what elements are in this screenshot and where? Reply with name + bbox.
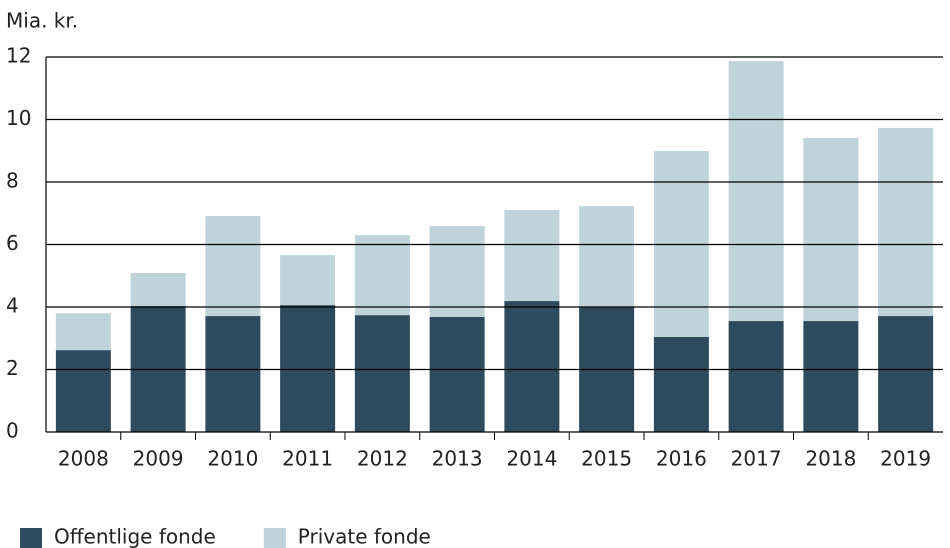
bar-segment xyxy=(429,317,485,432)
bar-segment xyxy=(878,127,934,317)
x-tick-label: 2019 xyxy=(880,447,931,471)
x-tick-label: 2010 xyxy=(207,447,258,471)
y-tick-label: 2 xyxy=(6,356,19,380)
y-tick-label: 10 xyxy=(6,106,31,130)
x-tick-label: 2013 xyxy=(432,447,483,471)
legend-label: Private fonde xyxy=(298,525,431,548)
y-tick-label: 4 xyxy=(6,294,19,318)
legend-label: Offentlige fonde xyxy=(54,525,216,548)
bar-segment xyxy=(130,272,186,307)
bar-segment xyxy=(280,305,336,432)
bar-segment xyxy=(728,61,784,322)
bar-segment xyxy=(354,235,410,316)
bar-segment xyxy=(579,206,635,307)
bar-segment xyxy=(803,137,859,322)
x-tick-label: 2009 xyxy=(133,447,184,471)
bar-segment xyxy=(354,315,410,432)
bar-segment xyxy=(653,337,709,432)
y-tick-label: 0 xyxy=(6,419,19,443)
x-tick-label: 2011 xyxy=(282,447,333,471)
y-tick-label: 6 xyxy=(6,231,19,255)
x-tick-label: 2015 xyxy=(581,447,632,471)
y-axis-label: Mia. kr. xyxy=(6,9,78,33)
bar-segment xyxy=(504,301,560,432)
x-tick-label: 2016 xyxy=(656,447,707,471)
legend-swatch xyxy=(263,528,286,548)
bar-segment xyxy=(504,210,560,302)
x-tick-label: 2012 xyxy=(357,447,408,471)
x-tick-label: 2008 xyxy=(58,447,109,471)
bar-segment xyxy=(205,216,261,317)
legend-swatch xyxy=(20,528,42,548)
bar-segment xyxy=(205,316,261,432)
bar-segment xyxy=(55,350,111,432)
x-tick-label: 2014 xyxy=(506,447,557,471)
bar-segment xyxy=(280,255,336,306)
y-tick-label: 8 xyxy=(6,169,19,193)
bar-segment xyxy=(878,316,934,432)
bar-segment xyxy=(803,321,859,432)
bar-segment xyxy=(728,321,784,432)
bar-segment xyxy=(55,313,111,351)
x-tick-label: 2017 xyxy=(731,447,782,471)
x-tick-label: 2018 xyxy=(805,447,856,471)
bar-segment xyxy=(429,226,485,317)
y-tick-label: 12 xyxy=(6,44,31,68)
